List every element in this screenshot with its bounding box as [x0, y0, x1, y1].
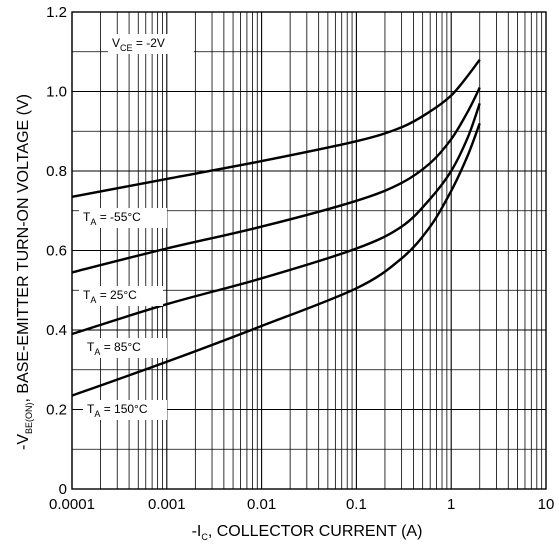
series-label-sub: A — [94, 347, 100, 357]
condition-label-main: V — [112, 36, 120, 50]
y-tick-label: 0.4 — [46, 322, 67, 339]
y-axis-label-sub: BE(ON) — [24, 402, 34, 434]
y-axis-label-main: -V — [15, 434, 32, 450]
series-line — [71, 122, 481, 397]
series-line — [71, 86, 481, 274]
curves — [71, 58, 481, 397]
y-axis-label: -VBE(ON), BASE-EMITTER TURN-ON VOLTAGE (… — [15, 94, 34, 450]
x-axis-label: -IC, COLLECTOR CURRENT (A) — [192, 523, 423, 542]
series-label-rest: = 150°C — [100, 402, 147, 416]
series-label-rest: = 25°C — [96, 288, 137, 302]
y-tick-label: 1.2 — [46, 4, 67, 21]
y-tick-label: 0.2 — [46, 402, 67, 419]
series-label-sub: A — [90, 295, 96, 305]
series-label: TA = 85°C — [87, 340, 141, 357]
condition-label-rest: = -2V — [133, 36, 165, 50]
x-tick-label: 0.01 — [247, 496, 276, 513]
series-label-main: T — [87, 402, 95, 416]
y-tick-label: 0.8 — [46, 163, 67, 180]
series-label-main: T — [83, 210, 91, 224]
y-axis-label-rest: , BASE-EMITTER TURN-ON VOLTAGE (V) — [15, 94, 32, 402]
series-label-main: T — [87, 340, 95, 354]
series-label-rest: = -55°C — [96, 210, 141, 224]
x-tick-label: 1 — [447, 496, 455, 513]
series-line — [71, 58, 481, 198]
series-label-bg — [79, 208, 167, 228]
tick-labels: 0.0001 0.001 0.01 0.1 1 10 0 0.2 0.4 0.6 0.8 1.0 1.2 — [46, 4, 554, 513]
series-label-sub: A — [90, 217, 96, 227]
x-tick-label: 0.1 — [346, 496, 367, 513]
x-axis-label-main: -I — [192, 523, 202, 540]
series-label-main: T — [83, 288, 91, 302]
condition-label-bg — [108, 34, 194, 54]
condition-label-sub: CE — [120, 43, 133, 53]
x-tick-label: 0.0001 — [49, 496, 95, 513]
series-line — [71, 103, 481, 336]
x-axis-label-rest: , COLLECTOR CURRENT (A) — [208, 523, 423, 540]
x-tick-label: 10 — [538, 496, 555, 513]
y-tick-label: 0 — [59, 481, 67, 498]
series-label-rest: = 85°C — [100, 340, 141, 354]
condition-label: VCE = -2V — [112, 36, 165, 53]
series-label: TA = 25°C — [83, 288, 137, 305]
series-label-sub: A — [94, 409, 100, 419]
x-tick-label: 0.001 — [148, 496, 186, 513]
series-label-bg — [83, 338, 167, 358]
y-tick-label: 0.6 — [46, 243, 67, 260]
x-axis-label-sub: C — [201, 532, 208, 542]
plot-frame — [71, 11, 547, 490]
y-tick-label: 1.0 — [46, 84, 67, 101]
series-label: TA = -55°C — [83, 210, 141, 227]
series-label-bg — [79, 286, 163, 306]
series-label: TA = 150°C — [87, 402, 148, 419]
series-label-bg — [83, 400, 167, 420]
